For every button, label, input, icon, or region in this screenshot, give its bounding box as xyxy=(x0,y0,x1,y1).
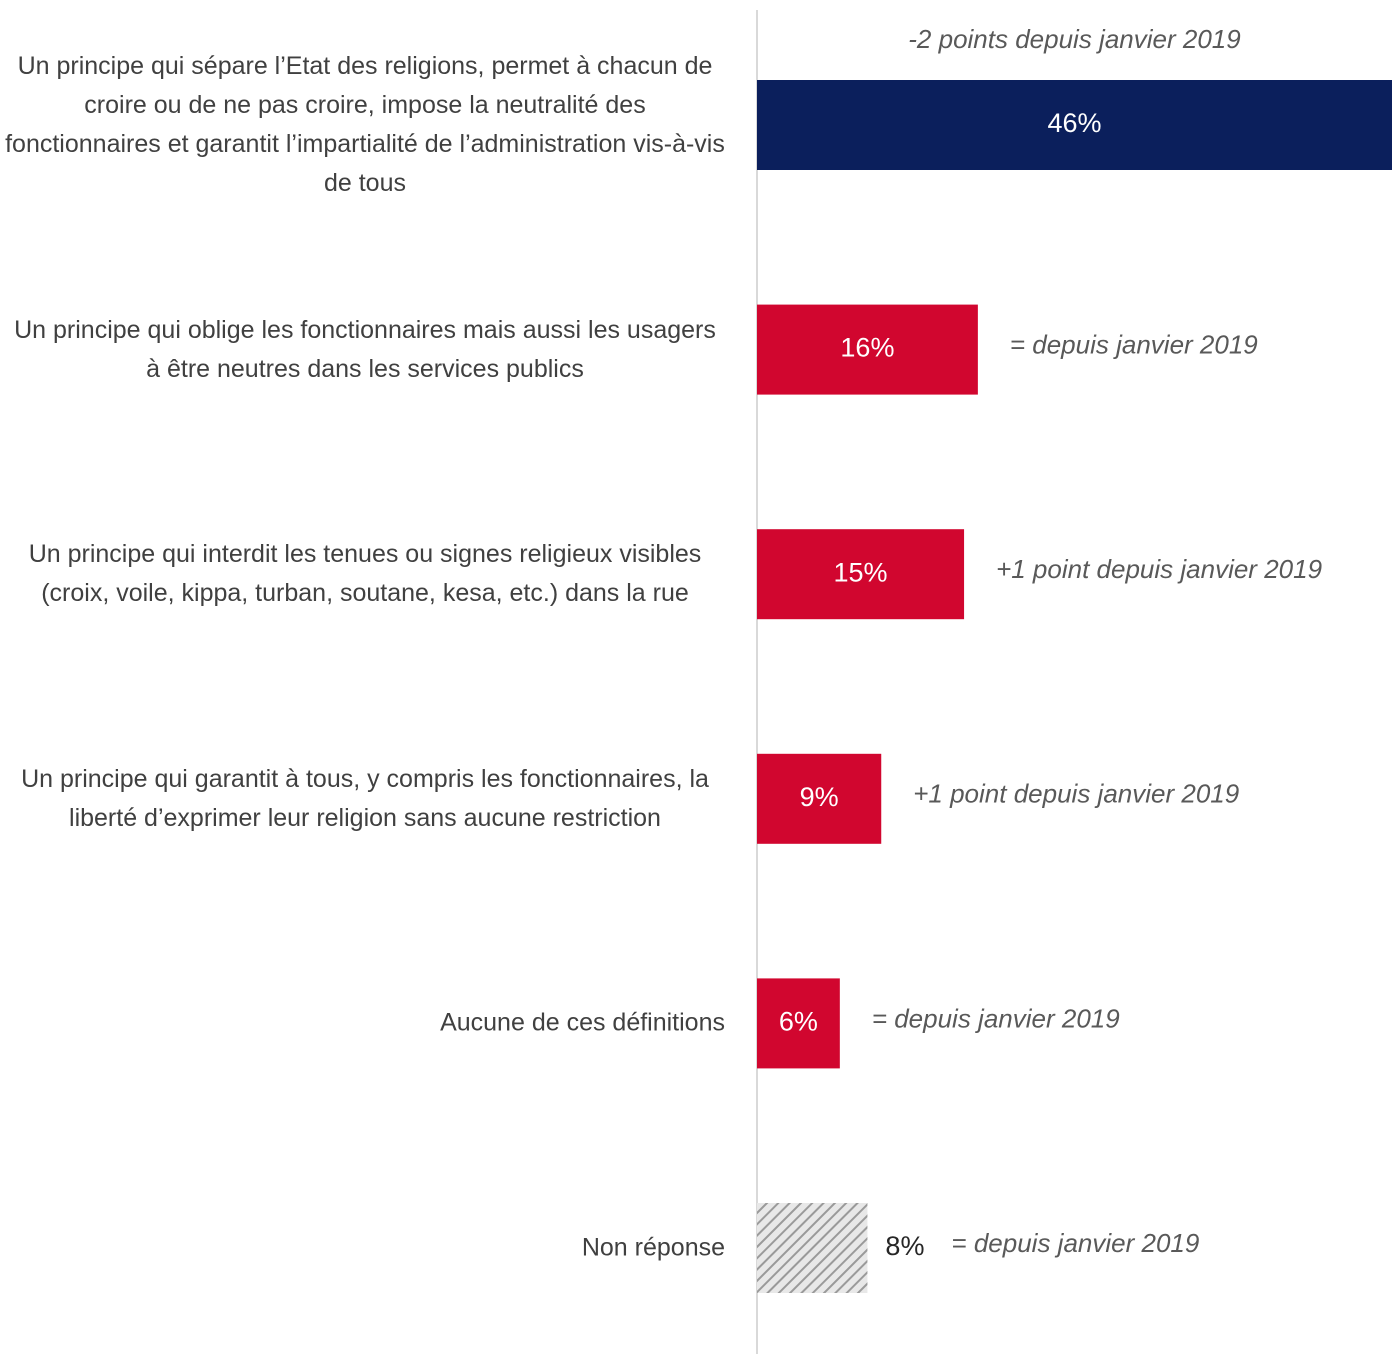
category-label-box: Un principe qui oblige les fonctionnaire… xyxy=(5,311,725,389)
category-label: Un principe qui sépare l’Etat des religi… xyxy=(5,52,725,197)
bar xyxy=(757,978,840,1069)
category-label: Aucune de ces définitions xyxy=(440,1008,725,1037)
value-label: 16% xyxy=(840,333,894,363)
category-label: Un principe qui oblige les fonctionnaire… xyxy=(14,315,716,383)
bar xyxy=(757,1203,868,1293)
category-label: Un principe qui garantit à tous, y compr… xyxy=(21,764,709,832)
value-label: 8% xyxy=(885,1231,924,1261)
value-label: 9% xyxy=(800,782,839,812)
category-label: Un principe qui interdit les tenues ou s… xyxy=(28,540,702,608)
category-label-box: Aucune de ces définitions xyxy=(440,1004,725,1043)
category-label-box: Un principe qui sépare l’Etat des religi… xyxy=(5,47,725,203)
change-annotation: -2 points depuis janvier 2019 xyxy=(908,24,1240,54)
value-label: 6% xyxy=(779,1007,818,1037)
change-annotation: +1 point depuis janvier 2019 xyxy=(913,779,1239,809)
value-label: 15% xyxy=(834,557,888,587)
change-annotation: = depuis janvier 2019 xyxy=(951,1228,1199,1258)
bar xyxy=(757,304,978,395)
change-annotation: = depuis janvier 2019 xyxy=(872,1003,1120,1033)
bar xyxy=(757,753,882,844)
change-annotation: +1 point depuis janvier 2019 xyxy=(996,554,1322,584)
value-label: 46% xyxy=(1047,108,1101,138)
bar xyxy=(757,529,965,620)
bar xyxy=(757,80,1392,170)
category-label-box: Un principe qui garantit à tous, y compr… xyxy=(5,760,725,838)
change-annotation: = depuis janvier 2019 xyxy=(1010,329,1258,359)
category-label: Non réponse xyxy=(581,1233,725,1262)
category-label-box: Un principe qui interdit les tenues ou s… xyxy=(5,535,725,613)
category-label-box: Non réponse xyxy=(582,1229,725,1268)
